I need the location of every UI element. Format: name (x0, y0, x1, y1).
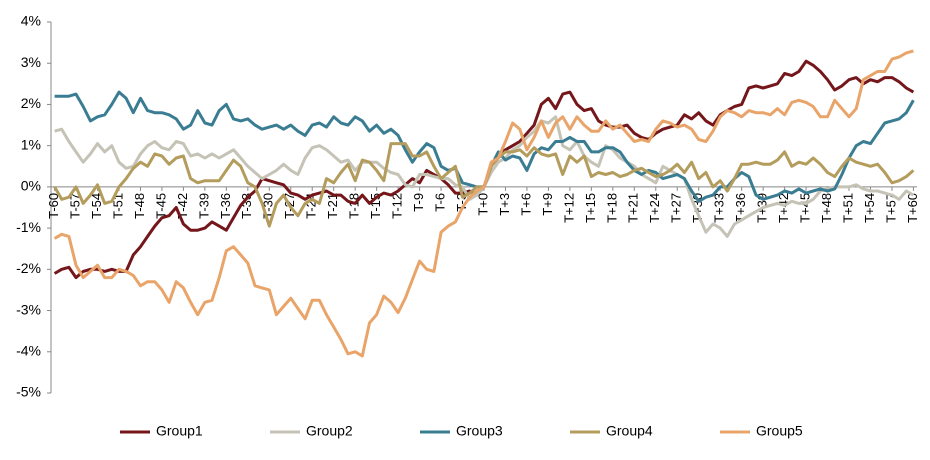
legend-label: Group5 (756, 423, 803, 439)
y-tick-label: -4% (16, 342, 41, 358)
x-tick-label: T-60 (46, 193, 61, 219)
x-tick-label: T-36 (218, 193, 233, 219)
x-tick-label: T+12 (561, 193, 576, 223)
y-tick-label: -5% (16, 384, 41, 400)
x-tick-label: T+3 (497, 193, 512, 216)
x-tick-label: T+51 (840, 193, 855, 223)
x-tick-label: T-21 (325, 193, 340, 219)
x-tick-label: T+57 (883, 193, 898, 223)
x-tick-label: T-6 (432, 193, 447, 212)
legend-label: Group2 (306, 423, 353, 439)
series-line (53, 59, 915, 280)
x-tick-label: T+15 (583, 193, 598, 223)
x-tick-label: T+9 (540, 193, 555, 216)
legend-label: Group4 (606, 423, 653, 439)
x-tick-label: T-42 (175, 193, 190, 219)
x-tick-label: T+48 (819, 193, 834, 223)
y-tick-label: 1% (21, 136, 41, 152)
y-tick-label: 0% (21, 178, 41, 194)
x-tick-label: T-12 (390, 193, 405, 219)
x-tick-label: T+36 (733, 193, 748, 223)
series-line (53, 49, 914, 358)
x-tick-label: T-54 (89, 193, 104, 219)
x-tick-label: T-45 (153, 193, 168, 219)
x-tick-label: T-9 (411, 193, 426, 212)
y-tick-label: 4% (21, 13, 41, 29)
x-tick-label: T+45 (798, 193, 813, 223)
x-tick-label: T+18 (604, 193, 619, 223)
x-tick-label: T+42 (776, 193, 791, 223)
x-tick-label: T+24 (647, 193, 662, 223)
x-tick-label: T-57 (67, 193, 82, 219)
x-tick-label: T+0 (475, 193, 490, 216)
y-tick-label: -3% (16, 301, 41, 317)
y-tick-label: -2% (16, 260, 41, 276)
x-tick-label: T+54 (862, 193, 877, 223)
y-tick-label: 2% (21, 95, 41, 111)
x-tick-label: T+21 (626, 193, 641, 223)
x-tick-label: T-33 (239, 193, 254, 219)
legend-label: Group1 (156, 423, 203, 439)
x-tick-label: T+6 (518, 193, 533, 216)
x-tick-label: T-48 (132, 193, 147, 219)
y-tick-label: -1% (16, 219, 41, 235)
x-tick-label: T+60 (905, 193, 920, 223)
x-tick-label: T+27 (669, 193, 684, 223)
x-tick-label: T+33 (712, 193, 727, 223)
x-tick-label: T-39 (196, 193, 211, 219)
x-tick-label: T-3 (454, 193, 469, 212)
legend-label: Group3 (456, 423, 503, 439)
y-tick-label: 3% (21, 54, 41, 70)
